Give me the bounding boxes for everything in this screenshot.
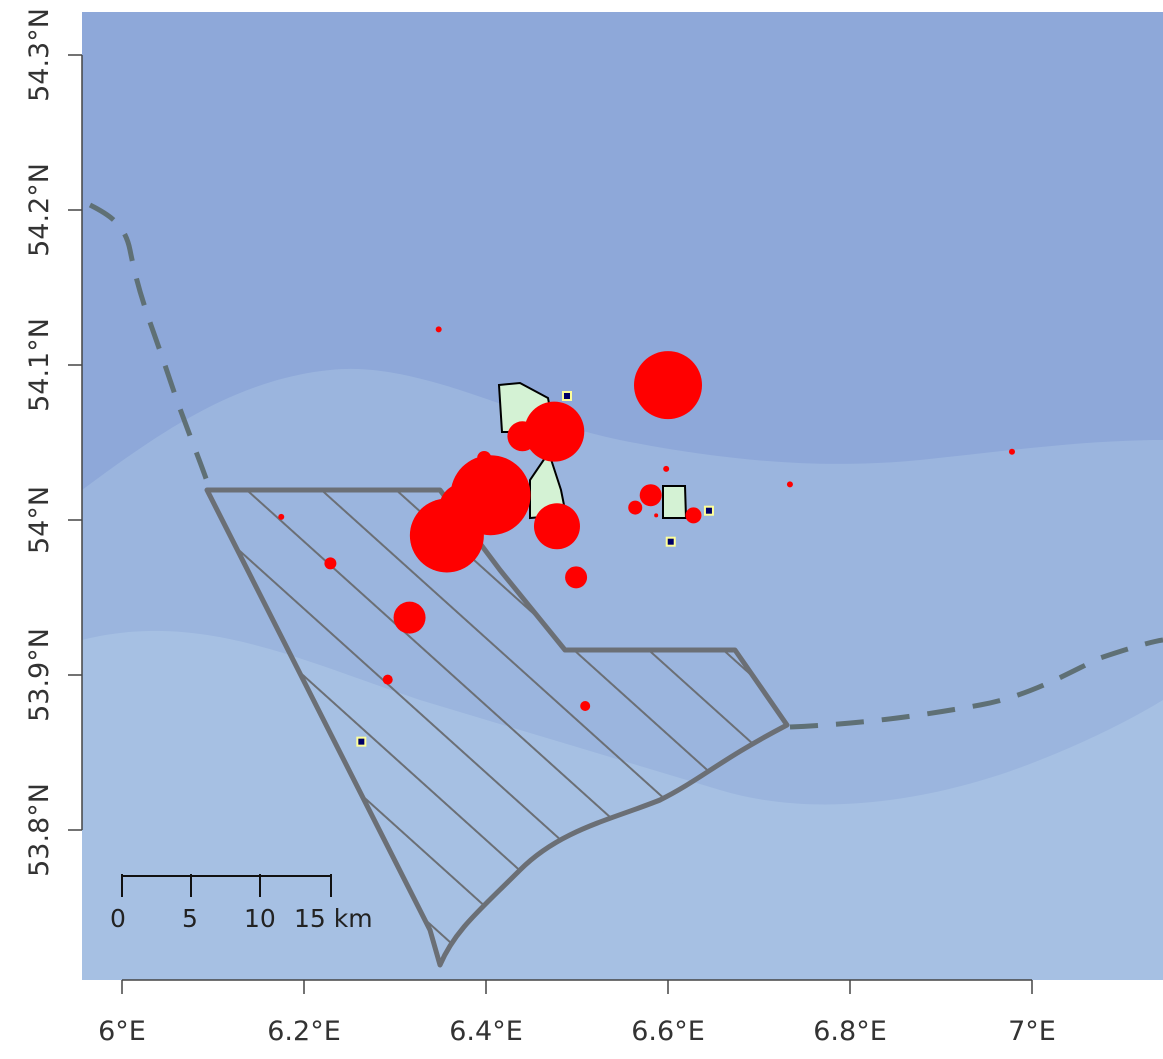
station-marker <box>561 391 572 401</box>
sighting-bubble <box>524 401 585 462</box>
hatched-zone <box>204 487 790 968</box>
station-marker <box>356 736 367 747</box>
survey-cluster-east <box>662 485 688 519</box>
sighting-bubble <box>324 557 337 570</box>
stations-layer <box>356 391 714 747</box>
sighting-bubble <box>278 513 285 520</box>
scale-bar-label: 0 <box>110 904 126 933</box>
sighting-bubble <box>507 421 538 452</box>
y-tick-label: 54°N <box>24 486 55 554</box>
x-tick-label: 6°E <box>98 1016 146 1047</box>
scale-bar-label: 15 km <box>294 904 373 933</box>
scale-bar-label: 5 <box>182 904 198 933</box>
y-tick-label: 54.3°N <box>24 8 55 102</box>
sighting-bubble <box>663 465 670 472</box>
x-tick-label: 7°E <box>1008 1016 1056 1047</box>
map-panel: 0 5 10 15 km <box>82 12 1163 980</box>
station-marker <box>703 505 714 516</box>
sighting-bubble <box>439 483 488 532</box>
sighting-bubble <box>628 500 643 515</box>
coastal-shallow-area <box>560 848 1163 980</box>
sighting-bubble <box>393 601 426 634</box>
sighting-bubble <box>533 503 580 550</box>
y-tick-label: 53.8°N <box>24 783 55 877</box>
sighting-bubble <box>435 326 442 333</box>
sighting-bubble <box>580 701 591 711</box>
sighting-bubble <box>634 351 702 420</box>
y-tick-label: 54.1°N <box>24 318 55 412</box>
sighting-bubble <box>477 451 492 465</box>
sighting-bubble <box>382 674 393 685</box>
x-tick-label: 6.2°E <box>267 1016 341 1047</box>
sighting-bubble <box>1008 448 1015 455</box>
x-tick-label: 6.6°E <box>631 1016 705 1047</box>
x-axis: 6°E 6.2°E 6.4°E 6.6°E 6.8°E 7°E <box>98 979 1056 1047</box>
sighting-bubble <box>685 507 702 524</box>
hatched-zone-outline <box>204 487 790 968</box>
sighting-bubble <box>654 513 659 518</box>
station-marker <box>665 536 676 547</box>
sighting-bubble <box>639 484 662 507</box>
x-tick-label: 6.8°E <box>813 1016 887 1047</box>
sighting-bubble <box>786 481 793 488</box>
hatched-zone-area <box>207 490 787 965</box>
sighting-bubble <box>565 566 588 589</box>
scale-bar-label: 10 <box>244 904 276 933</box>
y-axis: 53.8°N 53.9°N 54°N 54.1°N 54.2°N 54.3°N <box>24 8 83 877</box>
maritime-boundary-east <box>789 637 1163 730</box>
y-tick-label: 54.2°N <box>24 163 55 257</box>
sightings-layer <box>278 326 1015 711</box>
scale-bar: 0 5 10 15 km <box>110 874 373 933</box>
y-tick-label: 53.9°N <box>24 628 55 722</box>
x-tick-label: 6.4°E <box>449 1016 523 1047</box>
